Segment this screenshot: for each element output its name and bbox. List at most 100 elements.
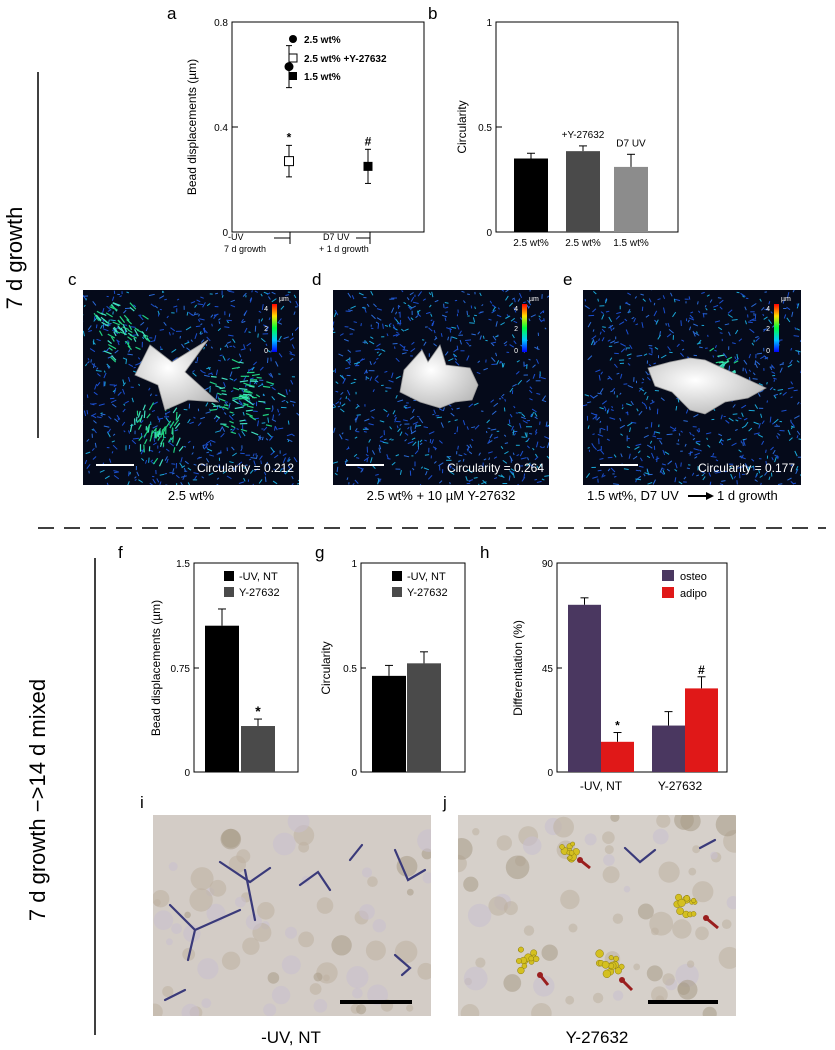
bead-displacement-vector (90, 359, 92, 363)
bead-displacement-vector (504, 451, 509, 455)
bead-displacement-vector (95, 324, 98, 329)
bead-displacement-vector (111, 440, 115, 443)
bead-displacement-vector (404, 328, 409, 332)
bead-displacement-vector (733, 357, 740, 363)
bead-displacement-vector (520, 416, 526, 420)
lipid-droplet (528, 955, 534, 962)
bead-displacement-vector (793, 389, 798, 392)
bead-displacement-vector (692, 437, 696, 441)
bead-displacement-vector (701, 473, 705, 477)
bead-displacement-vector (370, 327, 374, 330)
bead-displacement-vector (127, 329, 133, 334)
bead-displacement-vector (103, 372, 107, 379)
bead-displacement-vector (134, 478, 137, 481)
chart-g-ylabel: Circularity (319, 641, 333, 694)
bead-displacement-vector (710, 455, 717, 458)
lipid-droplet (570, 841, 576, 847)
bead-displacement-vector (169, 442, 175, 447)
bead-displacement-vector (209, 381, 217, 386)
bead-displacement-vector (101, 321, 109, 327)
bead-displacement-vector (534, 456, 539, 461)
bead-displacement-vector (481, 304, 484, 307)
bead-displacement-vector (179, 462, 184, 468)
bead-displacement-vector (258, 436, 262, 441)
bead-displacement-vector (333, 321, 335, 327)
cell-blob (359, 904, 375, 920)
cell-blob (680, 815, 701, 832)
bead-displacement-vector (627, 308, 631, 314)
bead-displacement-vector (289, 400, 296, 403)
bead-displacement-vector (779, 367, 783, 373)
bead-displacement-vector (206, 303, 211, 307)
bead-displacement-vector (370, 290, 374, 296)
bead-displacement-vector (369, 361, 372, 366)
bead-displacement-vector (702, 312, 705, 318)
bead-displacement-vector (257, 333, 259, 338)
bead-displacement-vector (402, 419, 408, 422)
bead-displacement-vector (389, 426, 393, 430)
bead-displacement-vector (231, 413, 235, 417)
bead-displacement-vector (249, 415, 257, 421)
bead-displacement-vector (491, 309, 496, 314)
bead-displacement-vector (747, 466, 750, 472)
bead-displacement-vector (106, 363, 111, 368)
bead-displacement-vector (146, 413, 151, 419)
bead-displacement-vector (604, 408, 607, 412)
bead-displacement-vector (760, 482, 762, 485)
bead-displacement-vector (696, 429, 700, 433)
bead-displacement-vector (456, 426, 459, 433)
bead-displacement-vector (223, 382, 226, 388)
bead-displacement-vector (138, 435, 143, 441)
lipid-droplet (517, 966, 525, 975)
bead-displacement-vector (230, 428, 233, 431)
bead-displacement-vector (466, 310, 468, 316)
bead-displacement-vector (643, 391, 647, 395)
bead-displacement-vector (363, 456, 369, 462)
bead-displacement-vector (200, 416, 206, 420)
cell-blob (612, 990, 624, 1001)
bead-displacement-vector (796, 360, 800, 363)
bead-displacement-vector (526, 462, 531, 467)
bead-displacement-vector (536, 480, 542, 483)
bead-displacement-vector (620, 343, 627, 347)
bead-displacement-vector (479, 311, 484, 313)
bead-displacement-vector (786, 306, 791, 311)
bead-displacement-vector (410, 430, 417, 435)
bead-displacement-vector (151, 409, 156, 413)
bead-displacement-vector (751, 342, 755, 346)
bead-displacement-vector (243, 402, 249, 406)
bead-displacement-vector (648, 298, 652, 303)
bead-displacement-vector (378, 352, 382, 357)
bead-displacement-vector (546, 442, 549, 449)
cell-blob (367, 984, 388, 1006)
bead-displacement-vector (713, 304, 719, 308)
bead-displacement-vector (777, 389, 784, 391)
bead-displacement-vector (432, 320, 435, 327)
bead-displacement-vector (353, 361, 361, 365)
bead-displacement-vector (345, 367, 351, 370)
bead-displacement-vector (527, 457, 530, 461)
bead-displacement-vector (259, 455, 263, 460)
bead-displacement-vector (493, 436, 499, 439)
bead-displacement-vector (639, 457, 643, 462)
bead-displacement-vector (412, 301, 419, 304)
bead-displacement-vector (659, 440, 663, 445)
bead-displacement-vector (203, 374, 210, 377)
bead-displacement-vector (508, 302, 514, 307)
bead-displacement-vector (471, 438, 474, 442)
bead-displacement-vector (728, 331, 731, 336)
bead-displacement-vector (183, 445, 187, 448)
bead-displacement-vector (477, 360, 481, 363)
bead-displacement-vector (83, 422, 84, 424)
bead-displacement-vector (397, 304, 401, 308)
bead-displacement-vector (346, 389, 351, 396)
cell-blob (272, 832, 296, 856)
chart-b-xtick-label: 1.5 wt% (613, 238, 649, 249)
bead-displacement-vector (277, 392, 286, 398)
bead-displacement-vector (688, 451, 694, 455)
bead-displacement-vector (722, 352, 728, 358)
cell-blob (612, 913, 624, 924)
bead-displacement-vector (392, 334, 398, 337)
bead-displacement-vector (165, 448, 170, 452)
bead-displacement-vector (289, 337, 294, 341)
